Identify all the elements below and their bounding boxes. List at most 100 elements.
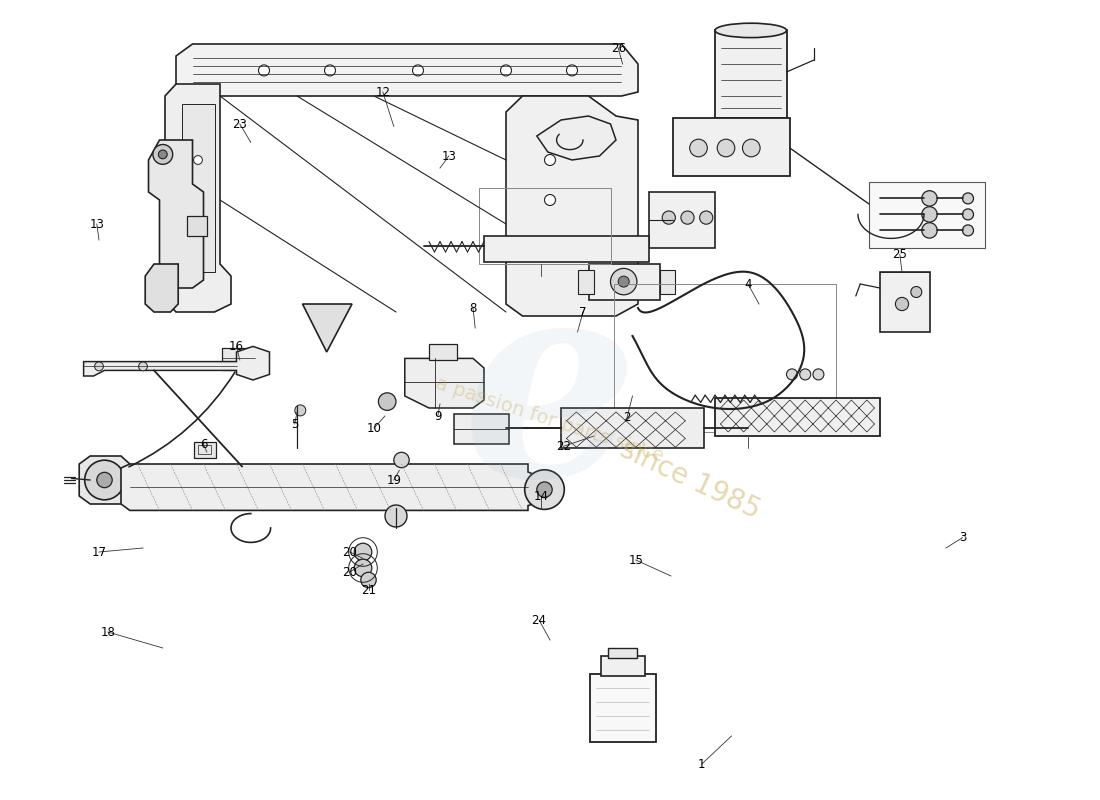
Text: 17: 17 [91, 546, 107, 558]
Circle shape [95, 362, 103, 370]
Circle shape [556, 250, 566, 262]
Text: 9: 9 [434, 410, 441, 422]
Polygon shape [145, 264, 178, 312]
Circle shape [158, 150, 167, 159]
Circle shape [153, 145, 173, 164]
Circle shape [922, 222, 937, 238]
Circle shape [717, 139, 735, 157]
Text: 22: 22 [556, 440, 571, 453]
Circle shape [354, 559, 372, 577]
Polygon shape [79, 456, 130, 504]
Circle shape [258, 65, 270, 76]
Text: 25: 25 [892, 248, 907, 261]
Bar [588, 264, 660, 300]
Circle shape [385, 505, 407, 527]
Text: 12: 12 [375, 86, 390, 98]
Text: 15: 15 [628, 554, 643, 566]
Circle shape [911, 286, 922, 298]
Bar [454, 414, 509, 444]
Text: 7: 7 [580, 306, 586, 318]
Text: 13: 13 [441, 150, 456, 162]
Bar [578, 270, 594, 294]
Circle shape [324, 65, 336, 76]
Circle shape [544, 154, 556, 166]
Circle shape [139, 362, 147, 370]
Text: 2: 2 [624, 411, 630, 424]
Circle shape [922, 190, 937, 206]
Circle shape [962, 193, 974, 204]
Circle shape [742, 139, 760, 157]
Text: 5: 5 [292, 418, 298, 430]
Bar [649, 192, 715, 248]
Bar [194, 442, 216, 458]
Text: 6: 6 [200, 438, 207, 450]
Text: 24: 24 [531, 614, 547, 626]
Text: 4: 4 [745, 278, 751, 290]
Text: 23: 23 [232, 118, 248, 130]
Text: 26: 26 [610, 42, 626, 54]
Circle shape [962, 225, 974, 236]
Circle shape [500, 65, 512, 76]
Bar [715, 30, 786, 118]
Text: 10: 10 [366, 422, 382, 434]
Ellipse shape [715, 23, 786, 38]
Text: e: e [462, 266, 638, 534]
Text: 18: 18 [100, 626, 116, 638]
Circle shape [544, 194, 556, 206]
Circle shape [97, 472, 112, 488]
Polygon shape [121, 464, 544, 510]
Bar [187, 216, 207, 236]
Text: 8: 8 [470, 302, 476, 314]
Text: 1: 1 [698, 758, 705, 770]
Polygon shape [176, 44, 638, 96]
Bar [561, 408, 704, 448]
Text: 14: 14 [534, 490, 549, 502]
Text: 19: 19 [386, 474, 402, 486]
Circle shape [922, 206, 937, 222]
Bar [590, 674, 656, 742]
Circle shape [800, 369, 811, 380]
Text: a passion for parts since: a passion for parts since [433, 374, 667, 466]
Circle shape [85, 460, 124, 500]
Polygon shape [405, 358, 484, 408]
Bar [715, 398, 880, 436]
Bar [601, 656, 645, 676]
Circle shape [194, 196, 202, 204]
Polygon shape [165, 84, 231, 312]
Circle shape [786, 369, 798, 380]
Circle shape [610, 268, 637, 295]
Circle shape [618, 276, 629, 287]
Circle shape [525, 470, 564, 510]
Polygon shape [148, 140, 204, 288]
Text: 20: 20 [342, 566, 358, 578]
Circle shape [378, 393, 396, 410]
Text: 21: 21 [361, 584, 376, 597]
Circle shape [361, 572, 376, 588]
Circle shape [813, 369, 824, 380]
Circle shape [412, 65, 424, 76]
Bar [484, 236, 649, 262]
Circle shape [690, 139, 707, 157]
Circle shape [194, 155, 202, 164]
Bar [614, 284, 836, 432]
Bar [660, 270, 675, 294]
Circle shape [895, 298, 909, 310]
Bar [478, 188, 610, 264]
Bar [182, 104, 214, 272]
Circle shape [700, 211, 713, 224]
Polygon shape [537, 116, 616, 160]
Text: 20: 20 [342, 546, 358, 558]
Bar [673, 118, 790, 176]
Bar [608, 648, 637, 658]
Circle shape [681, 211, 694, 224]
Text: 3: 3 [959, 531, 966, 544]
Bar [222, 348, 255, 370]
Circle shape [566, 65, 578, 76]
Text: 13: 13 [89, 218, 104, 230]
Polygon shape [506, 96, 638, 316]
Polygon shape [429, 344, 456, 360]
Circle shape [394, 452, 409, 468]
Circle shape [537, 482, 552, 498]
Bar [869, 182, 984, 248]
Polygon shape [302, 304, 352, 352]
